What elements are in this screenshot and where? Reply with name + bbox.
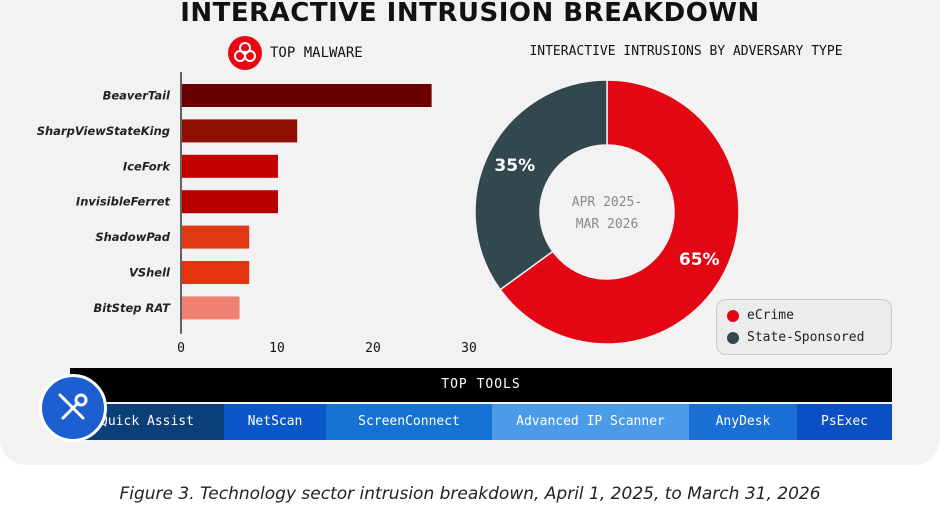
tool-item: Advanced IP Scanner	[492, 404, 689, 440]
donut-slice-0	[499, 79, 740, 345]
category-label: IceFork	[123, 159, 171, 173]
x-tick-label: 30	[461, 341, 477, 356]
legend-label-ecrime: eCrime	[747, 308, 794, 323]
tool-item: ScreenConnect	[326, 404, 492, 440]
legend-item-ecrime: eCrime	[727, 308, 794, 323]
category-label: BitStep RAT	[93, 301, 171, 315]
donut-slice-1	[474, 79, 608, 291]
donut-center-label: APR 2025-	[572, 195, 642, 210]
page-title: INTERACTIVE INTRUSION BREAKDOWN	[180, 0, 760, 28]
bar-4	[182, 225, 250, 249]
donut-legend: eCrime State-Sponsored	[716, 299, 892, 355]
category-label: SharpViewStateKing	[37, 124, 170, 138]
adversary-donut-chart: 65% 35% APR 2025- MAR 2026	[474, 79, 740, 345]
malware-bar-chart: BeaverTail SharpViewStateKing IceFork Invis…	[37, 72, 477, 356]
slice-value-label: 35%	[494, 156, 535, 176]
tool-item: NetScan	[224, 404, 326, 440]
x-tick-label: 20	[365, 341, 381, 356]
top-tools-band	[70, 368, 892, 402]
bar-2	[182, 154, 278, 178]
figure-caption: Figure 3. Technology sector intrusion br…	[119, 484, 821, 504]
legend-swatch-state-sponsored	[727, 331, 739, 344]
donut-center-label: MAR 2026	[576, 217, 639, 232]
tool-item: AnyDesk	[689, 404, 797, 440]
charts-canvas: BeaverTail SharpViewStateKing IceFork Invis…	[37, 72, 740, 356]
bar-0	[182, 84, 432, 107]
x-tick-label: 0	[177, 341, 185, 356]
top-tools-title: TOP TOOLS	[441, 377, 521, 392]
category-label: VShell	[129, 266, 171, 280]
bar-6	[182, 296, 240, 320]
legend-swatch-ecrime	[727, 309, 739, 322]
tool-item: PsExec	[797, 404, 892, 440]
wrench-screwdriver-icon	[39, 374, 107, 442]
slice-value-label: 65%	[679, 250, 720, 270]
x-tick-label: 10	[269, 341, 285, 356]
category-label: InvisibleFerret	[76, 195, 171, 209]
bar-chart-header: TOP MALWARE	[228, 36, 363, 70]
category-label: ShadowPad	[95, 230, 170, 244]
top-tools-row: Quick Assist NetScan ScreenConnect Advanced…	[70, 404, 892, 440]
donut-chart-title: INTERACTIVE INTRUSIONS BY ADVERSARY TYPE	[529, 44, 843, 59]
legend-label-state-sponsored: State-Sponsored	[747, 330, 865, 345]
legend-item-state-sponsored: State-Sponsored	[727, 330, 864, 345]
bar-3	[182, 190, 278, 214]
bar-5	[182, 261, 250, 284]
category-label: BeaverTail	[103, 89, 171, 103]
biohazard-icon	[228, 36, 262, 70]
bar-1	[182, 119, 298, 143]
bar-chart-title: TOP MALWARE	[270, 45, 363, 61]
